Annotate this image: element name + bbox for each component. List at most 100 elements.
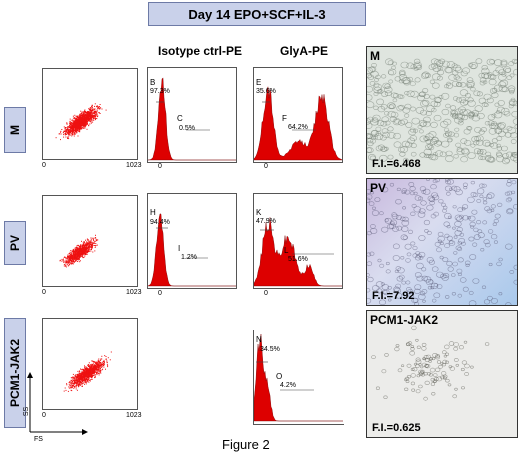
- scatter-dot: [79, 123, 80, 125]
- scatter-dot: [97, 360, 99, 362]
- cell: [407, 289, 414, 295]
- scatter-dot: [78, 118, 80, 120]
- cell: [454, 66, 463, 74]
- cell: [511, 111, 517, 118]
- scatter-dot: [88, 124, 90, 126]
- scatter-dot: [68, 256, 70, 258]
- gate-label: K: [256, 208, 262, 217]
- scatter-dot: [77, 249, 79, 251]
- scatter-dot: [96, 368, 98, 370]
- cell: [371, 62, 377, 68]
- cell: [391, 65, 396, 70]
- scatter-dot: [83, 120, 85, 122]
- scatter-dot: [92, 245, 94, 246]
- scatter-dot: [85, 251, 86, 252]
- scatter-dot: [98, 362, 100, 364]
- cell: [466, 77, 474, 83]
- cell: [498, 69, 506, 75]
- cell: [485, 151, 492, 157]
- cell: [385, 58, 394, 66]
- scatter-dot: [91, 118, 92, 120]
- scatter-dot: [79, 254, 80, 255]
- cell: [473, 234, 481, 240]
- scatter-dot: [97, 361, 99, 363]
- scatter-dot: [95, 369, 97, 371]
- scatter-dot: [68, 130, 69, 132]
- scatter-dot: [92, 113, 94, 114]
- scatter-dot: [85, 249, 87, 251]
- cell: [458, 96, 467, 104]
- scatter-dot: [71, 390, 73, 392]
- scatter-dot: [81, 118, 83, 120]
- scatter-dot: [85, 116, 87, 118]
- cell: [429, 79, 436, 84]
- cell: [462, 286, 469, 292]
- cell: [496, 146, 503, 151]
- cell: [423, 276, 432, 283]
- cell: [510, 132, 517, 139]
- scatter-dot: [73, 381, 75, 383]
- cell: [416, 374, 421, 378]
- scatter-dot: [87, 366, 89, 367]
- scatter-dot: [83, 369, 85, 371]
- scatter-dot: [75, 376, 77, 378]
- scatter-dot: [83, 249, 84, 251]
- scatter-dot: [74, 129, 76, 131]
- scatter-dot: [77, 244, 79, 246]
- cell: [441, 108, 450, 116]
- scatter-dot: [77, 381, 79, 383]
- scatter-dot: [62, 259, 64, 261]
- scatter-dot: [105, 358, 107, 360]
- scatter-dot: [70, 252, 72, 254]
- cell: [405, 376, 410, 381]
- scatter-dot: [72, 256, 74, 258]
- scatter-dot: [73, 386, 75, 387]
- cell: [418, 255, 424, 260]
- scatter-dot: [90, 122, 92, 124]
- cell: [498, 130, 506, 137]
- scatter-dot: [85, 120, 87, 122]
- cell: [462, 99, 469, 105]
- scatter-dot: [98, 112, 100, 114]
- scatter-dot: [91, 115, 93, 117]
- scatter-dot: [91, 114, 93, 116]
- scatter-dot: [72, 131, 74, 133]
- scatter-dot: [83, 115, 85, 117]
- cell: [408, 182, 415, 187]
- scatter-dot: [87, 372, 89, 374]
- scatter-dot: [93, 368, 95, 370]
- scatter-dot: [74, 255, 76, 257]
- cell: [453, 186, 461, 193]
- cell: [422, 99, 430, 106]
- cell: [433, 283, 438, 287]
- scatter-tick-max: 1023: [126, 412, 142, 419]
- cell: [431, 192, 438, 198]
- scatter-dot: [99, 371, 101, 373]
- scatter-dot: [96, 361, 98, 363]
- cell: [498, 257, 503, 262]
- cell: [506, 190, 513, 196]
- scatter-dot: [84, 366, 86, 368]
- cell: [469, 112, 475, 117]
- cell: [428, 131, 437, 138]
- scatter-dot: [84, 252, 86, 254]
- scatter-dot: [78, 126, 79, 128]
- scatter-dot: [91, 377, 93, 379]
- scatter-dot: [101, 355, 103, 357]
- scatter-dot: [82, 127, 84, 129]
- scatter-dot: [71, 255, 73, 257]
- cell: [448, 341, 455, 346]
- row-label-pv: PV: [4, 221, 26, 265]
- scatter-dot: [97, 369, 99, 371]
- scatter-dot: [79, 246, 81, 248]
- fluorescence-index: F.I.=6.468: [372, 158, 421, 170]
- cell: [444, 344, 450, 350]
- scatter-dot: [83, 119, 85, 121]
- cell: [445, 150, 453, 157]
- scatter-dot: [91, 241, 93, 243]
- scatter-dot: [82, 245, 84, 247]
- cell: [404, 387, 409, 392]
- scatter-dot: [67, 262, 69, 264]
- cell: [415, 338, 419, 342]
- cell: [433, 292, 441, 299]
